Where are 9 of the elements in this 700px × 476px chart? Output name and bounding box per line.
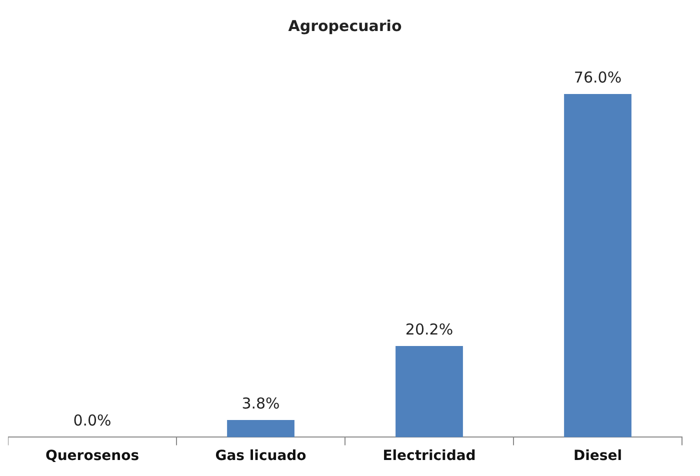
data-label: 0.0%: [73, 412, 112, 430]
data-label: 76.0%: [574, 68, 622, 86]
data-label: 3.8%: [242, 394, 280, 412]
x-tick-label: Electricidad: [382, 448, 476, 464]
x-tick-label: Diesel: [573, 448, 622, 464]
data-label: 20.2%: [405, 320, 454, 338]
x-tick-label: Gas licuado: [215, 448, 307, 464]
chart-title: Agropecuario: [288, 16, 402, 35]
x-tick-label: Querosenos: [45, 448, 140, 464]
